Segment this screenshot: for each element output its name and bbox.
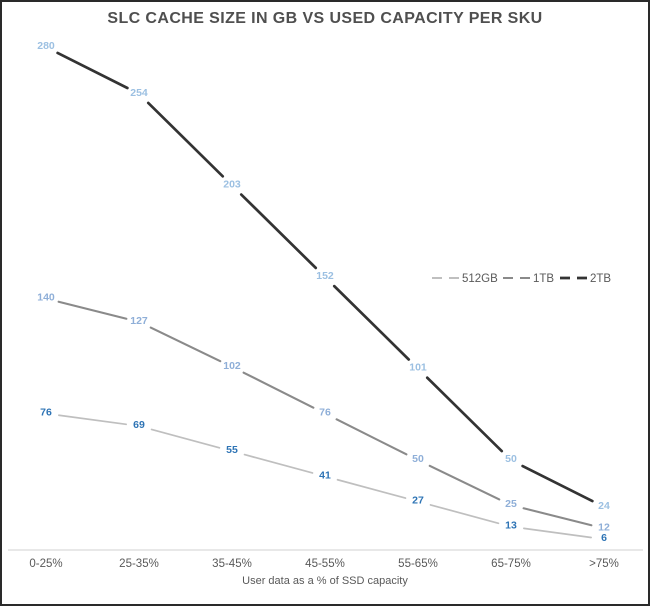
data-label-2TB: 254 [130, 87, 148, 99]
series-2TB-segment [332, 284, 411, 361]
series-1TB-segment [335, 418, 408, 456]
series-2TB-segment [146, 101, 225, 178]
series-512GB-segment [429, 504, 500, 525]
series-1TB-segment [149, 326, 222, 363]
series-2TB-segment [239, 193, 318, 270]
data-label-2TB: 101 [409, 362, 427, 374]
data-label-512GB: 6 [601, 532, 607, 544]
series-1TB-segment [428, 464, 501, 501]
x-tick-label: 35-45% [212, 558, 252, 570]
data-label-512GB: 13 [505, 520, 517, 532]
series-512GB-segment [243, 453, 314, 474]
x-axis-title: User data as a % of SSD capacity [242, 575, 408, 587]
data-label-1TB: 25 [505, 498, 517, 510]
data-label-1TB: 127 [130, 315, 148, 327]
data-label-512GB: 55 [226, 444, 238, 456]
series-2TB-segment [56, 51, 129, 90]
data-label-512GB: 27 [412, 495, 424, 507]
series-1TB-segment [57, 300, 128, 320]
data-label-2TB: 280 [37, 40, 55, 52]
data-label-1TB: 50 [412, 453, 424, 465]
series-512GB-segment [336, 478, 407, 499]
data-label-2TB: 152 [316, 270, 334, 282]
series-2TB-segment [521, 464, 594, 503]
data-label-1TB: 12 [598, 521, 610, 533]
data-label-1TB: 76 [319, 407, 331, 419]
series-1TB-segment [522, 507, 593, 527]
data-label-1TB: 102 [223, 360, 241, 372]
x-tick-label: 65-75% [491, 558, 531, 570]
legend-label-2TB: 2TB [590, 273, 611, 285]
series-1TB-segment [242, 371, 315, 409]
legend-label-512GB: 512GB [462, 273, 498, 285]
data-label-2TB: 50 [505, 453, 517, 465]
data-label-512GB: 41 [319, 469, 331, 481]
series-2TB-segment [425, 376, 504, 453]
data-label-2TB: 24 [598, 500, 610, 512]
legend-label-1TB: 1TB [533, 273, 554, 285]
data-label-1TB: 140 [37, 292, 55, 304]
data-label-512GB: 69 [133, 419, 145, 431]
series-512GB-segment [58, 414, 127, 426]
x-tick-label: 45-55% [305, 558, 345, 570]
series-512GB-segment [523, 527, 592, 539]
chart-title: SLC CACHE SIZE IN GB VS USED CAPACITY PE… [107, 10, 543, 27]
data-label-512GB: 76 [40, 407, 52, 419]
series-512GB-segment [150, 428, 221, 449]
data-label-2TB: 203 [223, 178, 241, 190]
x-tick-label: >75% [589, 558, 619, 570]
x-tick-label: 0-25% [29, 558, 62, 570]
x-tick-label: 25-35% [119, 558, 159, 570]
x-tick-label: 55-65% [398, 558, 438, 570]
